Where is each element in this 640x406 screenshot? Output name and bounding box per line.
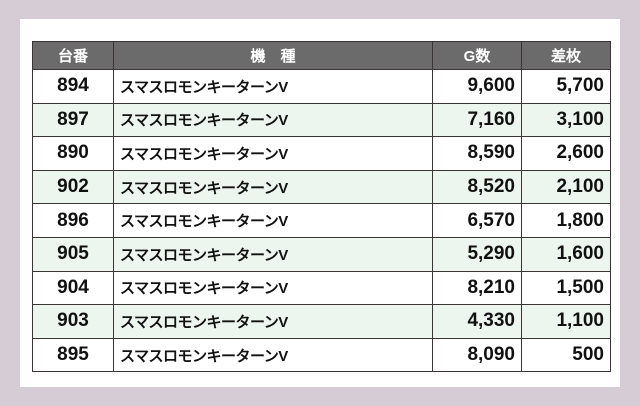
table-row: 895 スマスロモンキーターンV 8,090 500 (32, 337, 611, 373)
header-row: 台番 機 種 G数 差枚 (32, 41, 611, 70)
machine-number-cell: 902 (32, 169, 114, 205)
table-row: 905 スマスロモンキーターンV 5,290 1,600 (32, 236, 611, 272)
difference-cell: 2,600 (521, 136, 611, 171)
machine-name-cell: スマスロモンキーターンV (113, 270, 433, 306)
machine-number-cell: 896 (32, 203, 114, 238)
machine-number-cell: 890 (32, 136, 114, 171)
header-difference: 差枚 (521, 41, 611, 70)
machine-name-cell: スマスロモンキーターンV (113, 169, 433, 205)
games-cell: 9,600 (432, 69, 522, 104)
games-cell: 8,210 (432, 270, 522, 306)
games-cell: 4,330 (432, 304, 522, 339)
table-row: 897 スマスロモンキーターンV 7,160 3,100 (32, 102, 611, 138)
difference-cell: 5,700 (521, 69, 611, 104)
difference-cell: 1,100 (521, 304, 611, 339)
machine-number-cell: 895 (32, 337, 114, 373)
results-table: 台番 機 種 G数 差枚 894 スマスロモンキーターンV 9,600 5,700 89… (32, 41, 611, 373)
machine-number-cell: 897 (32, 102, 114, 138)
machine-name-cell: スマスロモンキーターンV (113, 337, 433, 373)
machine-number-cell: 904 (32, 270, 114, 306)
machine-name-cell: スマスロモンキーターンV (113, 203, 433, 238)
machine-name-cell: スマスロモンキーターンV (113, 304, 433, 339)
header-games: G数 (432, 41, 522, 70)
table-row: 896 スマスロモンキーターンV 6,570 1,800 (32, 203, 611, 238)
machine-number-cell: 894 (32, 69, 114, 104)
games-cell: 8,090 (432, 337, 522, 373)
header-machine-type: 機 種 (113, 41, 433, 70)
table-row: 890 スマスロモンキーターンV 8,590 2,600 (32, 136, 611, 171)
difference-cell: 2,100 (521, 169, 611, 205)
games-cell: 6,570 (432, 203, 522, 238)
machine-number-cell: 903 (32, 304, 114, 339)
difference-cell: 500 (521, 337, 611, 373)
machine-number-cell: 905 (32, 236, 114, 272)
difference-cell: 1,800 (521, 203, 611, 238)
games-cell: 8,590 (432, 136, 522, 171)
machine-name-cell: スマスロモンキーターンV (113, 136, 433, 171)
header-machine-number: 台番 (32, 41, 114, 70)
machine-name-cell: スマスロモンキーターンV (113, 69, 433, 104)
table-row: 903 スマスロモンキーターンV 4,330 1,100 (32, 304, 611, 339)
machine-name-cell: スマスロモンキーターンV (113, 102, 433, 138)
machine-name-cell: スマスロモンキーターンV (113, 236, 433, 272)
table-row: 902 スマスロモンキーターンV 8,520 2,100 (32, 169, 611, 205)
difference-cell: 3,100 (521, 102, 611, 138)
games-cell: 5,290 (432, 236, 522, 272)
games-cell: 7,160 (432, 102, 522, 138)
difference-cell: 1,500 (521, 270, 611, 306)
games-cell: 8,520 (432, 169, 522, 205)
table-row: 894 スマスロモンキーターンV 9,600 5,700 (32, 69, 611, 104)
difference-cell: 1,600 (521, 236, 611, 272)
table-row: 904 スマスロモンキーターンV 8,210 1,500 (32, 270, 611, 306)
